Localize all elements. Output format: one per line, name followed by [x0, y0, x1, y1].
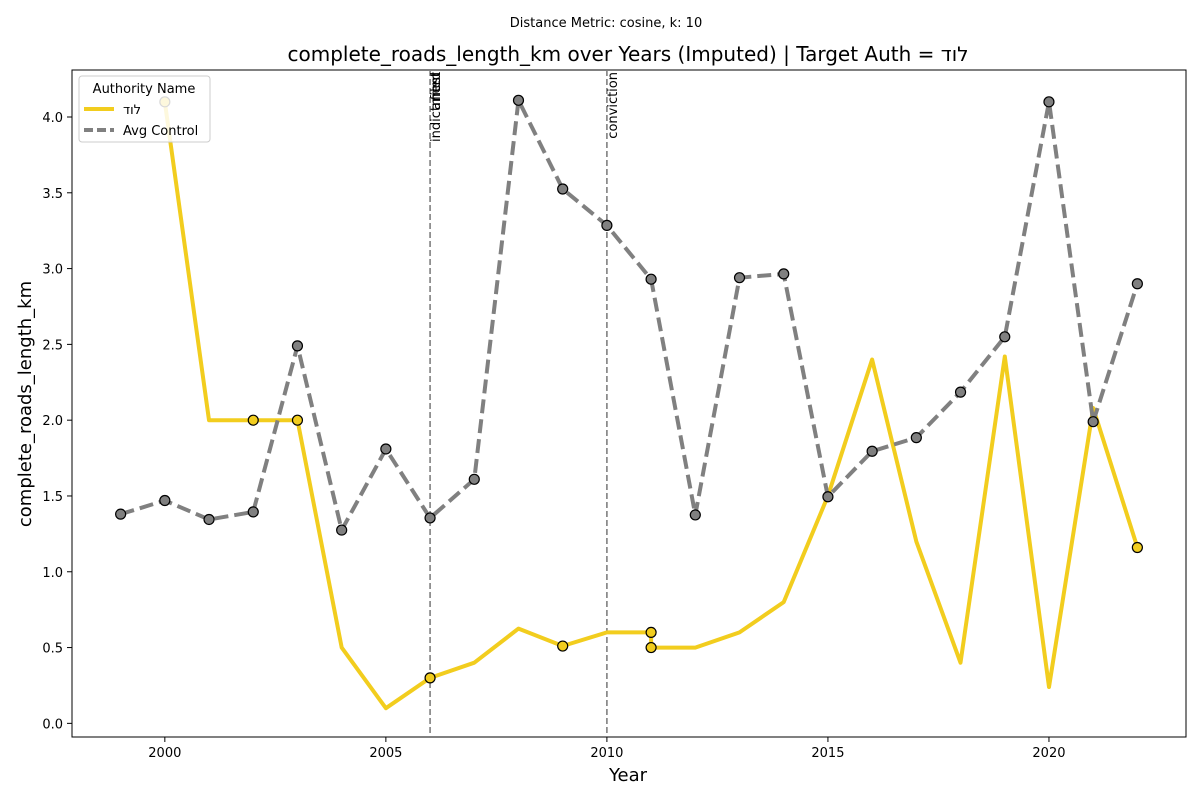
legend: Authority Name לוד Avg Control	[78, 75, 211, 143]
target-point	[247, 414, 259, 426]
control-point	[468, 473, 480, 485]
event-label: arrest	[429, 72, 444, 110]
target-point	[424, 672, 436, 684]
target-point	[291, 414, 304, 426]
event-label: indictment	[429, 72, 444, 142]
y-tick-label: 2.5	[42, 338, 63, 353]
control-point	[247, 506, 259, 518]
control-point	[291, 340, 304, 352]
control-point	[733, 272, 746, 284]
y-tick-label: 3.5	[42, 187, 63, 202]
control-point	[822, 491, 834, 503]
target-point	[645, 641, 657, 654]
y-axis-title: complete_roads_length_km	[15, 281, 36, 527]
event-label: conviction	[606, 72, 621, 139]
control-point	[778, 268, 790, 280]
legend-title: Authority Name	[93, 82, 196, 97]
x-tick-label: 2020	[1032, 746, 1065, 761]
y-tick-label: 0.5	[42, 642, 63, 657]
control-point	[1043, 96, 1055, 108]
control-point	[999, 331, 1011, 343]
control-point	[910, 432, 922, 444]
control-point	[954, 386, 967, 398]
control-point	[1087, 416, 1099, 428]
control-point	[380, 443, 392, 455]
x-tick-label: 2000	[148, 746, 181, 761]
control-point	[159, 494, 171, 507]
x-tick-label: 2010	[590, 746, 623, 761]
event-label: filed	[429, 72, 444, 100]
chart-title: complete_roads_length_km over Years (Imp…	[287, 42, 968, 66]
control-point	[424, 512, 436, 524]
legend-box	[78, 75, 211, 143]
x-tick-label: 2005	[369, 746, 402, 761]
control-point	[645, 273, 657, 285]
legend-label: לוד	[123, 103, 141, 118]
x-axis-title: Year	[608, 765, 648, 786]
series-line-target	[162, 101, 1140, 711]
y-tick-label: 4.0	[42, 111, 63, 126]
y-tick-label: 1.0	[42, 566, 63, 581]
legend-label: Avg Control	[123, 124, 198, 139]
y-tick-label: 3.0	[42, 263, 63, 278]
control-point	[689, 509, 701, 521]
control-point	[512, 94, 525, 106]
target-point	[1131, 541, 1143, 554]
control-point	[866, 445, 878, 457]
series-line-control	[120, 98, 1140, 533]
y-tick-label: 2.0	[42, 414, 63, 429]
y-tick-label: 1.5	[42, 490, 63, 505]
control-point	[601, 219, 613, 231]
y-tick-label: 0.0	[42, 717, 63, 732]
control-point	[115, 508, 127, 520]
target-point	[557, 640, 569, 652]
control-point	[1131, 278, 1143, 290]
x-tick-label: 2015	[811, 746, 844, 761]
control-point	[557, 183, 569, 195]
control-point	[336, 524, 348, 536]
chart-suptitle: Distance Metric: cosine, k: 10	[510, 16, 702, 31]
target-point	[645, 626, 657, 639]
plot-frame	[71, 69, 1187, 738]
control-point	[203, 513, 215, 526]
